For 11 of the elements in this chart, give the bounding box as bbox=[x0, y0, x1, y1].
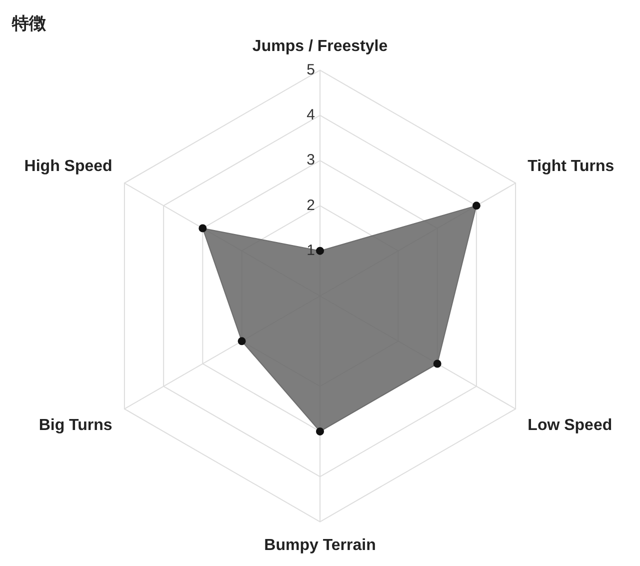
spoke-label: Bumpy Terrain bbox=[264, 536, 376, 554]
y-tick-label: 3 bbox=[306, 152, 315, 169]
spoke-label: Jumps / Freestyle bbox=[252, 38, 388, 56]
spoke-label: Tight Turns bbox=[528, 158, 614, 175]
y-tick-label: 2 bbox=[306, 196, 315, 214]
spoke-label: High Speed bbox=[24, 158, 112, 175]
spoke-label: Low Speed bbox=[528, 416, 612, 434]
spoke-label: Big Turns bbox=[38, 416, 112, 434]
chart-title: 特徴 bbox=[12, 13, 46, 35]
y-tick-label: 5 bbox=[306, 61, 315, 78]
y-tick-label: 4 bbox=[306, 106, 315, 124]
